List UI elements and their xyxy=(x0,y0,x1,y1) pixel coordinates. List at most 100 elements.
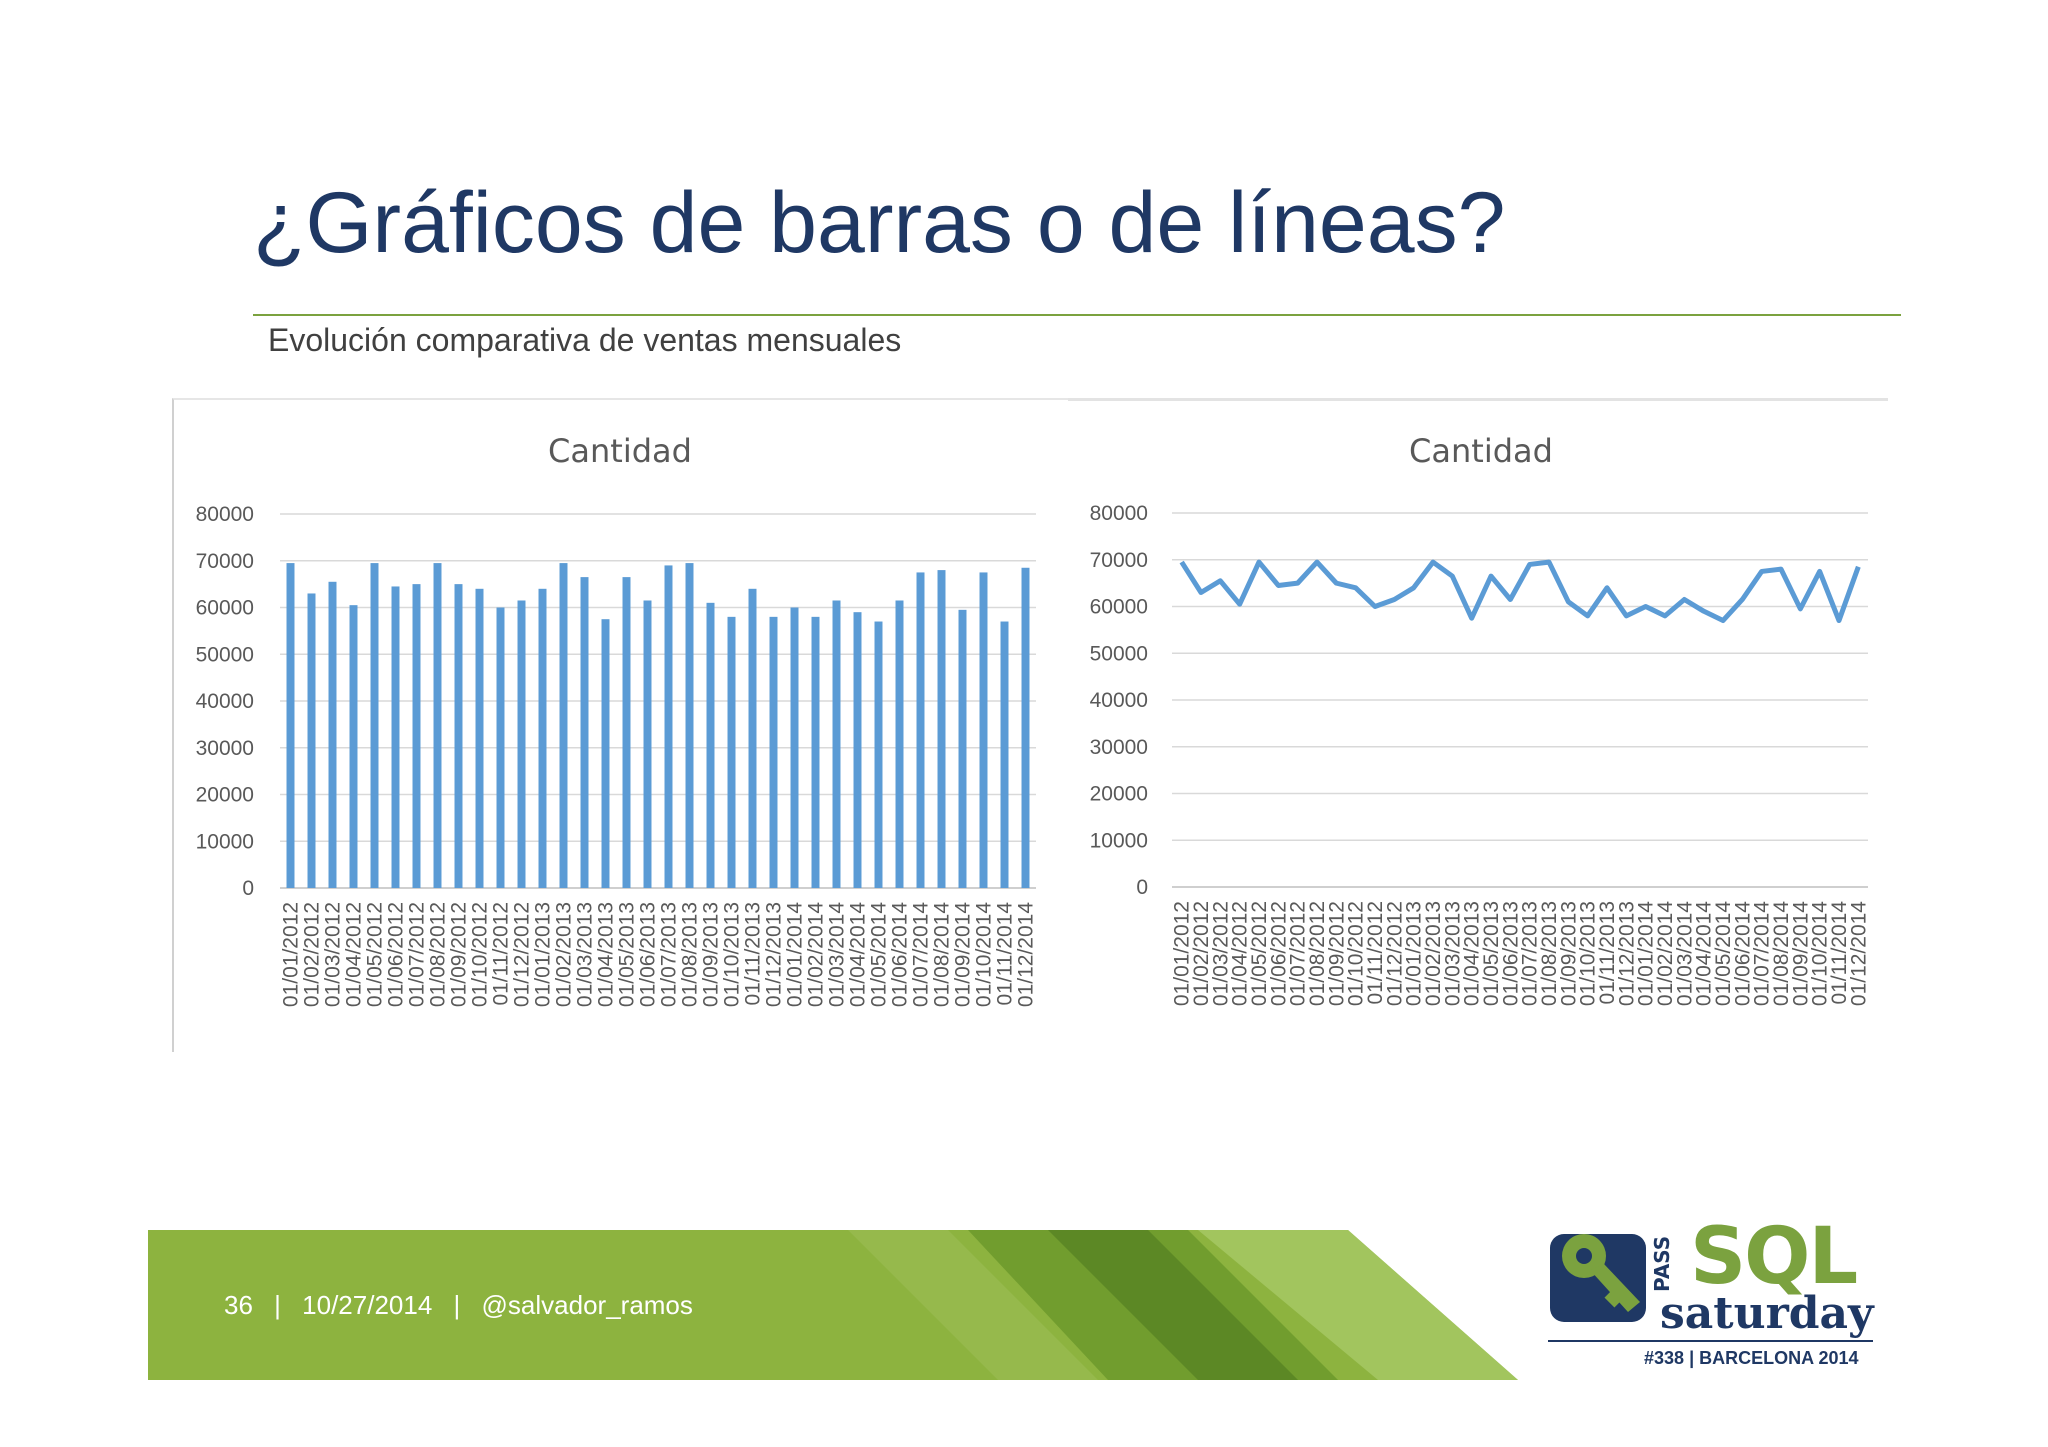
logo-event-separator: | xyxy=(1689,1348,1695,1368)
y-tick-label: 70000 xyxy=(196,550,254,573)
x-tick-label: 01/08/2014 xyxy=(931,902,954,1007)
y-tick-label: 30000 xyxy=(1090,736,1148,759)
y-tick-label: 50000 xyxy=(196,643,254,666)
x-tick-label: 01/06/2013 xyxy=(637,902,660,1007)
bar xyxy=(790,607,799,888)
footer-background xyxy=(148,1230,1518,1380)
logo-event-number: #338 xyxy=(1644,1348,1685,1368)
bar xyxy=(811,616,820,888)
x-tick-label: 01/03/2013 xyxy=(1441,901,1464,1006)
x-tick-label: 01/05/2014 xyxy=(868,902,891,1007)
bar xyxy=(874,621,883,888)
x-tick-label: 01/12/2013 xyxy=(1615,901,1638,1006)
bar-chart-panel: Cantidad 0 10000 20000 30000 40000 50000 60000 7… xyxy=(172,398,1073,1052)
bar xyxy=(370,563,379,888)
x-tick-label: 01/05/2014 xyxy=(1712,901,1735,1006)
logo-event-place: BARCELONA 2014 xyxy=(1699,1348,1859,1368)
logo-divider xyxy=(1548,1340,1873,1342)
bar xyxy=(643,600,652,888)
x-tick-label: 01/04/2013 xyxy=(1461,901,1484,1006)
series-line xyxy=(1179,559,1861,624)
x-tick-label: 01/07/2012 xyxy=(406,902,429,1007)
x-tick-label: 01/03/2012 xyxy=(1209,901,1232,1006)
y-tick-label: 0 xyxy=(242,877,254,900)
y-tick-label: 60000 xyxy=(196,597,254,620)
logo-pass-text: PASS xyxy=(1650,1235,1674,1292)
footer-band xyxy=(148,1230,1518,1380)
x-tick-label: 01/08/2013 xyxy=(679,902,702,1007)
y-tick-label: 10000 xyxy=(196,830,254,853)
x-tick-label: 01/08/2012 xyxy=(427,902,450,1007)
sqlsaturday-logo: PASS SQL saturday #338 | BARCELONA 2014 xyxy=(1548,1212,1874,1380)
key-logo-icon xyxy=(1550,1234,1646,1322)
x-tick-label: 01/06/2014 xyxy=(889,902,912,1007)
bar xyxy=(538,588,547,888)
logo-sql-text: SQL xyxy=(1690,1212,1858,1302)
x-tick-label: 01/07/2014 xyxy=(910,902,933,1007)
y-tick-label: 60000 xyxy=(1090,596,1148,619)
x-tick-label: 01/07/2013 xyxy=(1519,901,1542,1006)
x-tick-label: 01/02/2013 xyxy=(553,902,576,1007)
x-tick-label: 01/02/2012 xyxy=(1190,901,1213,1006)
bar xyxy=(1000,621,1009,888)
x-tick-label: 01/10/2014 xyxy=(973,902,996,1007)
x-tick-label: 01/12/2014 xyxy=(1015,902,1038,1007)
y-tick-label: 10000 xyxy=(1090,829,1148,852)
x-tick-label: 01/10/2012 xyxy=(469,902,492,1007)
y-tick-label: 70000 xyxy=(1090,549,1148,572)
x-tick-label: 01/11/2012 xyxy=(1364,901,1387,1005)
y-tick-label: 40000 xyxy=(1090,689,1148,712)
bar xyxy=(328,581,337,888)
x-tick-label: 01/03/2014 xyxy=(1673,901,1696,1006)
chart-title: Cantidad xyxy=(1409,432,1553,470)
bar xyxy=(622,577,631,888)
x-tick-label: 01/08/2012 xyxy=(1306,901,1329,1006)
x-tick-label: 01/09/2012 xyxy=(1325,901,1348,1006)
x-tick-label: 01/12/2013 xyxy=(763,902,786,1007)
bar xyxy=(391,586,400,888)
footer-separator-2: | xyxy=(453,1290,461,1320)
x-tick-label: 01/02/2012 xyxy=(301,902,324,1007)
x-tick-label: 01/05/2013 xyxy=(616,902,639,1007)
x-tick-label: 01/10/2012 xyxy=(1345,901,1368,1006)
x-tick-label: 01/12/2012 xyxy=(1383,901,1406,1006)
y-tick-label: 20000 xyxy=(196,784,254,807)
x-tick-label: 01/01/2012 xyxy=(280,902,303,1007)
bar xyxy=(685,563,694,888)
x-tick-label: 01/10/2013 xyxy=(1577,901,1600,1006)
y-tick-label: 80000 xyxy=(1090,502,1148,525)
bar xyxy=(517,600,526,888)
x-tick-label: 01/02/2013 xyxy=(1422,901,1445,1006)
x-tick-label: 01/04/2012 xyxy=(343,902,366,1007)
bar xyxy=(916,572,925,888)
x-tick-label: 01/02/2014 xyxy=(805,902,828,1007)
x-tick-label: 01/10/2013 xyxy=(721,902,744,1007)
x-tick-label: 01/01/2014 xyxy=(784,902,807,1007)
bar-chart: Cantidad 0 10000 20000 30000 40000 50000 60000 7… xyxy=(196,432,1038,1007)
bar xyxy=(349,605,358,888)
x-tick-label: 01/06/2012 xyxy=(385,902,408,1007)
bar xyxy=(580,577,589,888)
x-tick-label: 01/12/2012 xyxy=(511,902,534,1007)
x-tick-label: 01/11/2013 xyxy=(742,902,765,1006)
bar xyxy=(433,563,442,888)
bar xyxy=(979,572,988,888)
y-tick-label: 50000 xyxy=(1090,642,1148,665)
x-tick-label: 01/11/2013 xyxy=(1596,901,1619,1005)
x-tick-label: 01/07/2014 xyxy=(1751,901,1774,1006)
x-tick-label: 01/09/2014 xyxy=(952,902,975,1007)
slide-title: ¿Gráficos de barras o de líneas? xyxy=(253,175,1506,271)
line-chart-panel: Cantidad 0 10000 20000 30000 40000 50000 60000 7… xyxy=(1068,398,1888,1053)
x-tick-label: 01/06/2014 xyxy=(1731,901,1754,1006)
footer-twitter-handle: @salvador_ramos xyxy=(481,1290,693,1320)
bar xyxy=(769,616,778,888)
x-tick-label: 01/09/2013 xyxy=(1557,901,1580,1006)
x-tick-label: 01/11/2014 xyxy=(1828,901,1851,1005)
logo-saturday-text: saturday xyxy=(1660,1288,1874,1339)
chart-title: Cantidad xyxy=(548,432,692,470)
line-chart: Cantidad 0 10000 20000 30000 40000 50000 60000 7… xyxy=(1090,432,1871,1006)
x-tick-label: 01/11/2014 xyxy=(994,902,1017,1006)
bar xyxy=(706,602,715,888)
x-tick-label: 01/08/2013 xyxy=(1538,901,1561,1006)
bar xyxy=(832,600,841,888)
